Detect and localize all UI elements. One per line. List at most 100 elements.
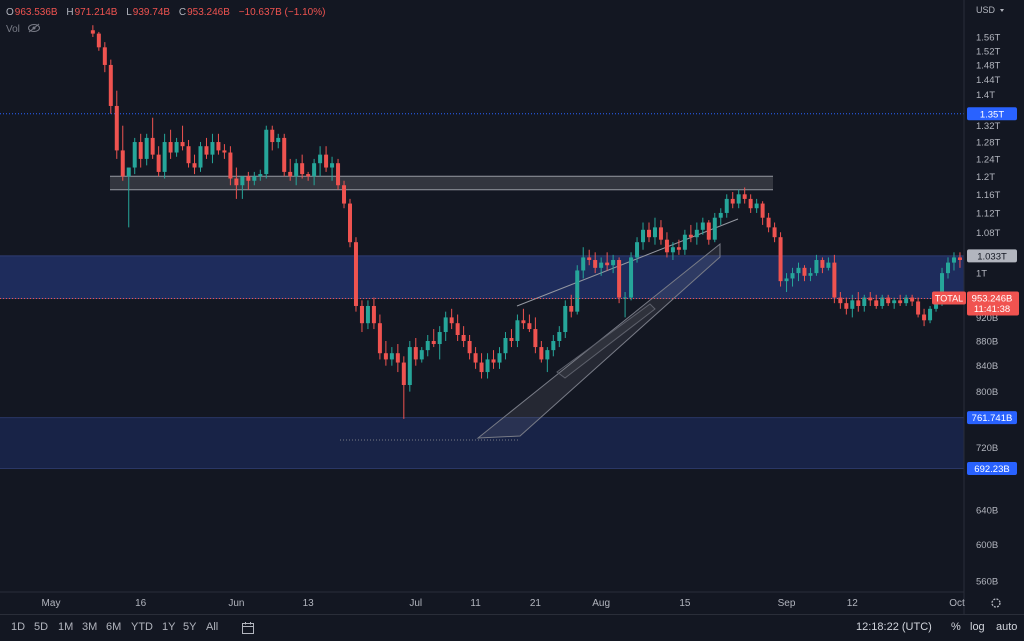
candle-body (808, 273, 813, 276)
high-key: H (66, 7, 74, 18)
candle-body (766, 217, 771, 228)
eye-off-icon[interactable] (27, 23, 41, 33)
x-tick-label: 13 (303, 598, 315, 609)
price-label-761: 761.741B (972, 413, 1013, 424)
candle-body (162, 142, 167, 172)
candle-body (324, 154, 329, 168)
timeframe-3m[interactable]: 3M (82, 621, 98, 633)
candle-body (946, 262, 950, 274)
candle-body (210, 142, 215, 155)
candle-body (216, 142, 221, 151)
timeframe-1y[interactable]: 1Y (162, 621, 176, 633)
x-tick-label: Jul (409, 598, 422, 609)
candle-body (240, 176, 245, 186)
candle-body (443, 317, 448, 333)
candle-body (934, 303, 939, 309)
candle-body (605, 262, 610, 266)
candle-body (132, 142, 137, 168)
timeframe-5y[interactable]: 5Y (183, 621, 197, 633)
bar-countdown: 11:41:38 (974, 304, 1010, 315)
candle-body (90, 30, 95, 34)
y-tick-label: 1.12T (976, 208, 1000, 219)
price-label-135: 1.35T (980, 109, 1004, 120)
timeframe-5d[interactable]: 5D (34, 621, 49, 633)
candle-body (652, 227, 657, 238)
timeframe-all[interactable]: All (206, 621, 219, 633)
inner-channel (556, 303, 656, 379)
high-value: 971.214B (74, 7, 118, 18)
candle-body (928, 308, 933, 321)
candle-body (174, 142, 179, 153)
candle-body (575, 270, 580, 312)
candle-body (856, 300, 861, 306)
candle-body (641, 229, 646, 243)
candle-body (348, 203, 352, 243)
candle-body (778, 237, 783, 282)
price-label-1033-bg (967, 249, 1017, 263)
timeframe-6m[interactable]: 6M (106, 621, 122, 633)
resistance-zone-blue (0, 255, 964, 299)
x-tick-label: Aug (592, 598, 610, 609)
settings-gear-icon[interactable] (991, 598, 1001, 608)
candle-body (629, 257, 634, 298)
candle-body (473, 353, 478, 363)
candle-body (455, 323, 460, 336)
y-tick-label: 1.4T (976, 90, 995, 101)
candle-body (957, 257, 962, 261)
candle-body (431, 341, 436, 345)
ohlc-legend: O963.536B H971.214B L939.74B C953.246B −… (6, 7, 331, 18)
candle-body (461, 335, 466, 342)
calendar-range-icon[interactable] (241, 621, 255, 635)
volume-indicator[interactable]: Vol (6, 23, 41, 35)
price-label-692-bg (967, 461, 1017, 475)
candle-body (880, 297, 885, 306)
candle-body (748, 198, 753, 209)
candle-body (784, 278, 789, 282)
candle-body (359, 305, 364, 324)
currency-chevron-icon[interactable] (1000, 9, 1004, 12)
candle-body (940, 273, 945, 304)
clock-time[interactable]: 12:18:22 (UTC) (856, 621, 932, 633)
log-toggle[interactable]: log (970, 621, 985, 633)
candle-body (718, 212, 723, 218)
candle-body (371, 305, 376, 324)
auto-toggle[interactable]: auto (996, 621, 1018, 633)
candle-body (736, 194, 741, 204)
candle-body (180, 142, 185, 147)
x-tick-label: Sep (778, 598, 796, 609)
timeframe-1d[interactable]: 1D (11, 621, 26, 633)
x-tick-label: 11 (470, 598, 481, 609)
x-tick-label: Jun (228, 598, 244, 609)
percent-toggle[interactable]: % (951, 621, 961, 633)
y-tick-label: 600B (976, 540, 998, 551)
candle-body (754, 203, 759, 209)
total-price-value: 953.246B (972, 294, 1013, 305)
candle-body (467, 341, 472, 354)
bottom-toolbar: 1D 5D 1M 3M 6M YTD 1Y 5Y All 12:18:22 (UTC) % lo… (0, 614, 1024, 641)
timeframe-ytd[interactable]: YTD (131, 621, 153, 633)
candle-body (246, 176, 251, 181)
candle-body (557, 332, 562, 342)
candle-body (611, 260, 616, 266)
candle-body (312, 163, 317, 177)
candle-body (527, 323, 532, 330)
candle-body (886, 297, 891, 304)
x-tick-label: 12 (847, 598, 859, 609)
candle-body (126, 167, 131, 177)
candle-body (658, 227, 663, 240)
candle-body (563, 305, 568, 333)
low-key: L (126, 7, 132, 18)
open-key: O (6, 7, 14, 18)
candle-body (724, 198, 729, 213)
candle-body (664, 239, 669, 253)
candle-body (623, 297, 628, 299)
candle-body (150, 137, 155, 155)
candle-body (413, 347, 418, 360)
x-tick-label: 15 (679, 598, 691, 609)
candle-body (252, 176, 257, 181)
candle-body (365, 305, 370, 324)
candle-body (300, 163, 305, 175)
price-chart[interactable]: USD 1.56T 1.52T 1.48T 1.44T 1.4T 1.32T 1.28T 1.2… (0, 0, 1024, 614)
timeframe-1m[interactable]: 1M (58, 621, 74, 633)
candle-body (168, 142, 173, 153)
